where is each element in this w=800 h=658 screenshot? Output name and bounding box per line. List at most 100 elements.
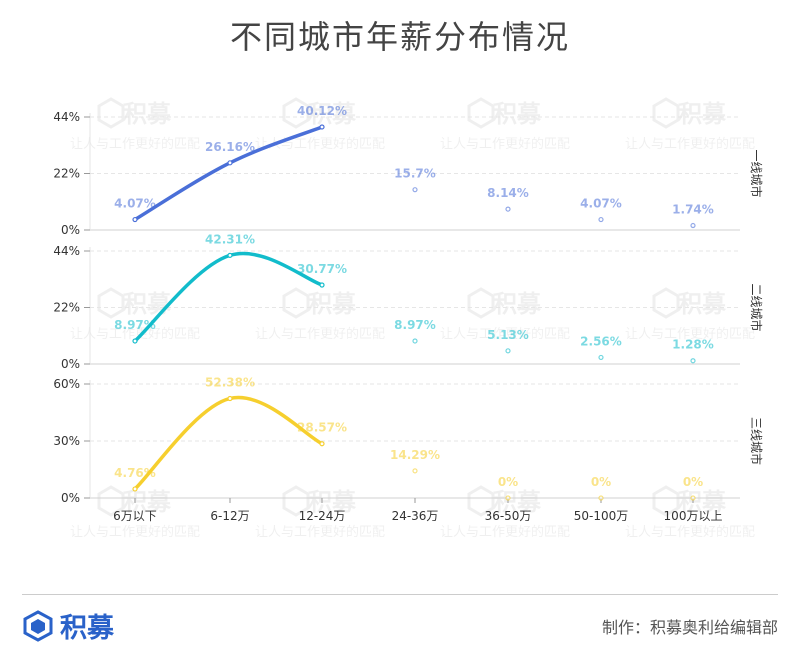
watermark-brand: 积募 — [123, 290, 172, 318]
grid-layer: 0% 22% 44% 一线城市 0% 22% 44% 二线城市 0% 30% 60% 三线城市 6万以下… — [53, 110, 764, 523]
y-tick-label: 22% — [53, 301, 80, 315]
watermark-slogan: 让人与工作更好的匹配 — [70, 524, 200, 540]
facet-label: 一线城市 — [749, 149, 764, 197]
data-point — [412, 338, 418, 344]
data-label: 1.28% — [672, 338, 714, 352]
x-tick-label: 36-50万 — [485, 509, 532, 523]
watermark-logo-icon — [282, 287, 310, 319]
y-tick-label: 0% — [61, 223, 80, 237]
brand-logo-icon — [23, 609, 53, 642]
data-point — [319, 124, 325, 130]
data-point — [505, 348, 511, 354]
watermark-brand: 积募 — [678, 100, 727, 128]
data-label: 8.97% — [114, 318, 156, 332]
data-label: 28.57% — [297, 421, 347, 435]
data-point — [319, 441, 325, 447]
watermark-slogan: 让人与工作更好的匹配 — [625, 136, 755, 152]
data-label: 4.07% — [580, 197, 622, 211]
x-tick-label: 12-24万 — [299, 509, 346, 523]
footer-credit: 制作：积募奥利给编辑部 — [601, 618, 778, 637]
watermark-brand: 积募 — [678, 290, 727, 318]
data-label: 2.56% — [580, 334, 622, 348]
watermark-logo-icon — [652, 485, 680, 517]
watermark-brand: 积募 — [308, 100, 357, 128]
data-point — [690, 495, 696, 501]
data-point — [319, 282, 325, 288]
watermark-logo-icon — [652, 287, 680, 319]
watermark-brand: 积募 — [308, 488, 357, 516]
watermark-logo-icon — [652, 97, 680, 129]
data-label: 40.12% — [297, 104, 347, 118]
data-point — [505, 206, 511, 212]
watermark-brand: 积募 — [123, 100, 172, 128]
footer-logo: 积募 — [22, 606, 114, 645]
data-label: 5.13% — [487, 328, 529, 342]
data-point — [132, 338, 138, 344]
data-label: 30.77% — [297, 262, 347, 276]
watermark-slogan: 让人与工作更好的匹配 — [625, 326, 755, 342]
watermark-logo-icon — [467, 485, 495, 517]
watermark-slogan: 让人与工作更好的匹配 — [255, 524, 385, 540]
data-label: 0% — [591, 475, 611, 489]
watermark-slogan: 让人与工作更好的匹配 — [440, 136, 570, 152]
footer-logo-text: 积募 — [60, 613, 114, 644]
data-point — [227, 395, 233, 402]
watermark-slogan: 让人与工作更好的匹配 — [440, 524, 570, 540]
data-label: 14.29% — [390, 448, 440, 462]
y-tick-label: 60% — [53, 377, 80, 391]
footer-divider — [22, 594, 778, 595]
data-label: 8.97% — [394, 318, 436, 332]
y-tick-label: 30% — [53, 434, 80, 448]
data-point — [412, 187, 418, 193]
watermark-logo-icon — [282, 97, 310, 129]
chart-title: 不同城市年薪分布情况 — [229, 18, 570, 56]
data-label: 42.31% — [205, 232, 255, 246]
watermark-brand: 积募 — [308, 290, 357, 318]
watermark-logo-icon — [282, 485, 310, 517]
data-point — [690, 358, 696, 364]
watermark-logo-icon — [97, 287, 125, 319]
watermark-logo-icon — [97, 97, 125, 129]
watermark-logo-icon — [467, 287, 495, 319]
data-point — [598, 216, 604, 223]
data-label: 8.14% — [487, 186, 529, 200]
x-tick-label: 50-100万 — [574, 509, 629, 523]
x-tick-label: 6万以下 — [113, 509, 157, 523]
data-label: 26.16% — [205, 140, 255, 154]
watermark-slogan: 让人与工作更好的匹配 — [70, 326, 200, 342]
facet-label: 二线城市 — [749, 283, 764, 331]
x-tick-label: 6-12万 — [210, 509, 249, 523]
data-point — [227, 160, 233, 166]
data-label: 1.74% — [672, 203, 714, 217]
watermark-brand: 积募 — [493, 100, 542, 128]
watermark-slogan: 让人与工作更好的匹配 — [70, 136, 200, 152]
x-tick-label: 100万以上 — [664, 509, 723, 523]
series-line — [133, 395, 324, 491]
y-tick-label: 22% — [53, 167, 80, 181]
watermark-slogan: 让人与工作更好的匹配 — [440, 326, 570, 342]
data-point — [227, 252, 233, 258]
data-point — [132, 486, 138, 492]
data-point — [132, 216, 138, 223]
data-point — [690, 222, 696, 229]
data-point — [505, 495, 511, 501]
label-layer: 4.07% 26.16% 40.12% 15.7% 8.14% 4.07% 1.74% 8.9… — [114, 104, 714, 489]
watermark-logo-icon — [97, 485, 125, 517]
data-label: 0% — [498, 475, 518, 489]
series-layer — [132, 124, 696, 501]
y-tick-label: 0% — [61, 491, 80, 505]
y-tick-label: 44% — [53, 244, 80, 258]
watermark-logo-icon — [467, 97, 495, 129]
